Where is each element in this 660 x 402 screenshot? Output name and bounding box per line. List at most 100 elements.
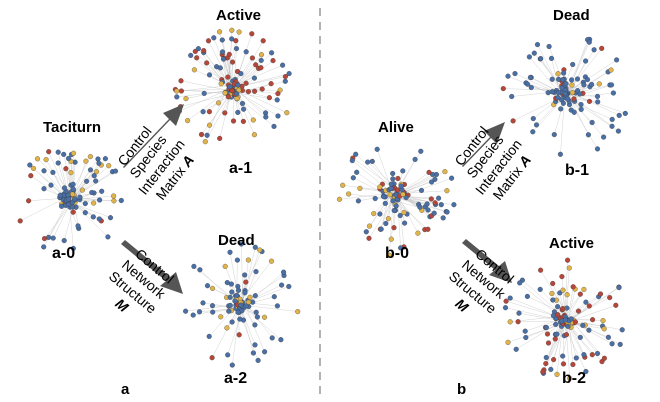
- network-a-1-node: [234, 91, 240, 97]
- network-a-0-node: [77, 194, 83, 200]
- network-b-1-node: [594, 146, 601, 152]
- network-a-0-node: [91, 173, 97, 179]
- network-b-2-edge: [567, 318, 585, 355]
- network-b-1-node: [560, 100, 566, 106]
- state-label-a-bottom: Dead: [218, 232, 255, 249]
- network-b-1-edge: [564, 92, 604, 138]
- network-b-1-node: [557, 151, 563, 157]
- network-a-1-node: [268, 81, 274, 87]
- network-a-1-node: [238, 71, 244, 77]
- network-a-1-node: [282, 78, 288, 84]
- network-a-1-node: [217, 65, 223, 71]
- network-a-0-node: [46, 149, 52, 155]
- network-b-2-node: [503, 298, 509, 304]
- network-a-0-node: [41, 244, 47, 250]
- network-b-1-node: [586, 98, 593, 104]
- network-b-2-node: [583, 368, 589, 375]
- network-a-1-node: [188, 52, 194, 58]
- network-a-0-node: [65, 201, 71, 207]
- network-a-0-node: [97, 197, 103, 203]
- network-b-1-node: [596, 81, 602, 87]
- network-b-0-node: [425, 207, 431, 213]
- network-a-1-node: [226, 51, 232, 57]
- network-b-0-node: [403, 194, 409, 201]
- network-b-1-node: [563, 81, 569, 87]
- network-a-2-node: [252, 322, 258, 328]
- state-label-b-top: Dead: [553, 7, 590, 24]
- network-a-1-node: [185, 118, 191, 124]
- network-a-0-node: [99, 188, 105, 194]
- network-a-1-node: [219, 37, 225, 43]
- network-a-2-node: [232, 298, 238, 304]
- network-a-2-node: [253, 309, 259, 315]
- network-b-0-node: [442, 169, 448, 175]
- network-b-0-node: [451, 202, 457, 208]
- network-b-2-node: [565, 257, 571, 263]
- network-a-1-edge: [234, 33, 252, 87]
- network-b-0-node: [386, 252, 392, 258]
- network-b-0-node: [353, 151, 359, 157]
- network-a-2-node: [238, 241, 244, 247]
- network-a-0-node: [50, 235, 56, 241]
- network-b-2-edge: [569, 293, 601, 318]
- network-a-1-node: [245, 89, 251, 95]
- network-a-1-node: [225, 74, 231, 80]
- network-a-1-node: [217, 135, 223, 141]
- network-a-2-node: [196, 309, 203, 315]
- network-b-0-node: [425, 226, 431, 232]
- network-a-2-node: [286, 283, 292, 290]
- network-a-0-node: [118, 197, 124, 204]
- network-a-0-node: [70, 150, 77, 156]
- network-a-1-node: [266, 95, 272, 101]
- network-b-2-node: [572, 319, 578, 325]
- network-a-0-node: [89, 189, 95, 196]
- network-b-2-node: [524, 293, 530, 299]
- network-a-1-node: [274, 97, 280, 103]
- network-b-0-node: [391, 225, 397, 231]
- network-b-0-node: [369, 158, 375, 164]
- network-a-2-node: [226, 308, 232, 314]
- network-a-1-node: [215, 100, 222, 106]
- network-a-2-node: [262, 349, 268, 355]
- panel-label-b: b: [457, 381, 467, 398]
- network-b-2-node: [590, 317, 596, 323]
- network-a-1-node: [234, 95, 240, 102]
- panel-label-a: a: [121, 381, 130, 398]
- network-a-1-edge: [232, 93, 275, 127]
- network-a-1-node: [202, 139, 208, 145]
- network-b-1-node: [555, 71, 561, 77]
- network-b-0-node: [417, 204, 423, 210]
- network-b-2-node: [560, 306, 566, 312]
- network-a-2-node: [227, 302, 233, 308]
- network-b-0-node: [398, 183, 404, 189]
- network-b-2-node: [580, 322, 586, 328]
- network-a-0-node: [50, 169, 56, 175]
- network-b-2-node: [559, 274, 565, 280]
- network-b-0-node: [385, 216, 391, 222]
- network-a-2-node: [235, 287, 242, 293]
- network-b-0-node: [382, 200, 388, 206]
- network-a-0-node: [96, 216, 102, 222]
- network-b-2-node: [567, 375, 573, 381]
- network-b-1-node: [509, 93, 515, 100]
- network-b-1-node: [534, 42, 541, 48]
- network-b-0-node: [395, 175, 401, 182]
- network-b-1-node: [594, 93, 601, 99]
- network-a-2-node: [250, 350, 256, 356]
- network-a-1-node: [260, 38, 266, 44]
- network-b-0-node: [418, 148, 424, 154]
- network-a-1-node: [222, 90, 228, 96]
- network-a-2-node: [234, 257, 240, 263]
- network-b-0-node: [428, 196, 434, 202]
- network-a-0-node: [63, 166, 69, 172]
- network-a-1-node: [191, 67, 197, 73]
- network-a-0-node: [93, 178, 99, 184]
- network-a-1-node: [269, 50, 275, 56]
- network-b-0-node: [378, 226, 384, 232]
- network-a-1-node: [249, 55, 255, 61]
- network-b-2-node: [554, 371, 560, 377]
- network-b-2-node: [550, 280, 556, 287]
- network-b-1-node: [560, 77, 566, 83]
- network-a-0-node: [107, 215, 114, 221]
